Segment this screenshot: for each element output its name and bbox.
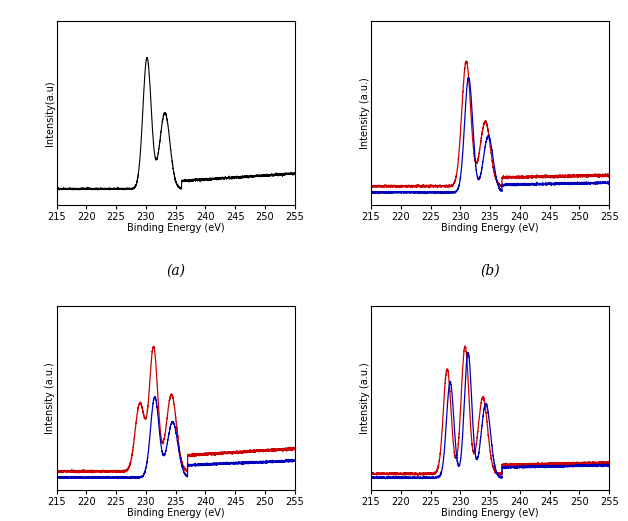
Text: (a): (a) (166, 264, 185, 278)
X-axis label: Binding Energy (eV): Binding Energy (eV) (127, 508, 224, 518)
X-axis label: Binding Energy (eV): Binding Energy (eV) (441, 508, 539, 518)
Y-axis label: Intensity(a.u): Intensity(a.u) (45, 80, 55, 145)
X-axis label: Binding Energy (eV): Binding Energy (eV) (127, 223, 224, 233)
Y-axis label: Intensity (a.u.): Intensity (a.u.) (360, 362, 369, 433)
X-axis label: Binding Energy (eV): Binding Energy (eV) (441, 223, 539, 233)
Y-axis label: Intensity (a.u.): Intensity (a.u.) (45, 362, 55, 433)
Y-axis label: Intensity (a.u.): Intensity (a.u.) (360, 77, 369, 148)
Text: (b): (b) (480, 264, 500, 278)
